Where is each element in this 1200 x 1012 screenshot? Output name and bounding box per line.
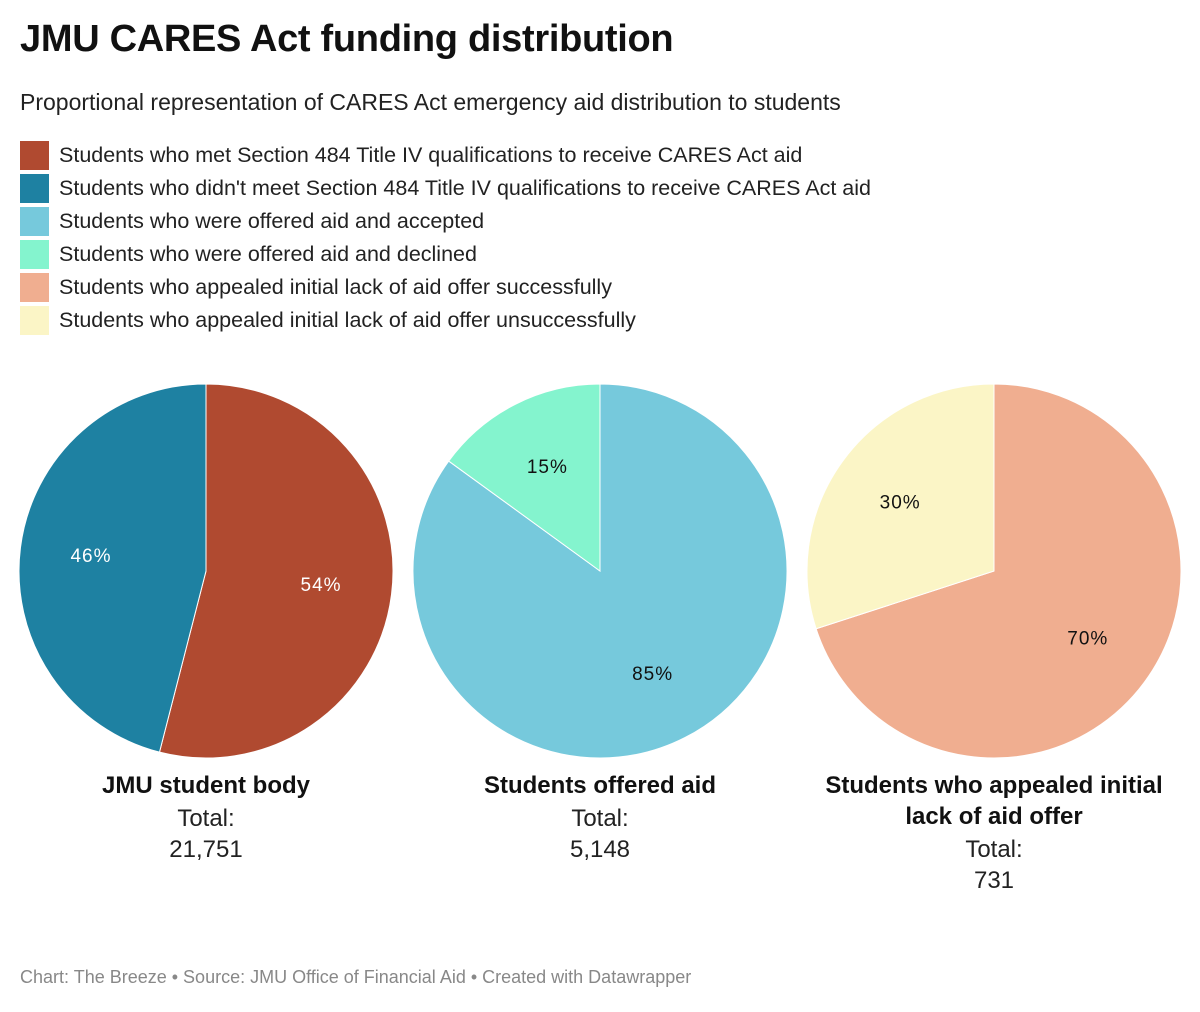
pie-slice <box>158 383 394 759</box>
legend-label: Students who didn't meet Section 484 Tit… <box>59 176 871 200</box>
pie-total-label: Total: <box>965 836 1023 863</box>
pie-title: JMU student body <box>102 772 310 799</box>
legend-item: Students who were offered aid and declin… <box>20 238 871 271</box>
pie-total-label: Total: <box>571 805 629 832</box>
legend-swatch <box>20 207 49 236</box>
chart-footer-credit: Chart: The Breeze • Source: JMU Office o… <box>20 967 692 987</box>
pie-total-value: 5,148 <box>569 836 631 863</box>
pie-slice-label: 46% <box>70 546 111 567</box>
pie-title: Students offered aid <box>483 772 717 799</box>
legend-item: Students who met Section 484 Title IV qu… <box>20 139 871 172</box>
pie-jmu-student-body: 54% 46% <box>18 383 394 759</box>
pie-slice-label: 70% <box>1067 629 1108 650</box>
pie-students-offered-aid: 85% 15% <box>412 383 788 759</box>
chart-subtitle: Proportional representation of CARES Act… <box>20 89 841 115</box>
pie-slice-label: 15% <box>527 457 568 478</box>
legend-swatch <box>20 141 49 170</box>
legend-swatch <box>20 240 49 269</box>
pie-total-value: 731 <box>973 867 1015 894</box>
pie-slice <box>806 383 995 630</box>
legend-item: Students who didn't meet Section 484 Tit… <box>20 172 871 205</box>
pie-title: Students who appealed initial lack of ai… <box>825 772 1163 830</box>
legend-swatch <box>20 174 49 203</box>
legend-swatch <box>20 273 49 302</box>
legend-label: Students who were offered aid and accept… <box>59 209 485 233</box>
legend-item: Students who appealed initial lack of ai… <box>20 304 871 337</box>
legend-label: Students who appealed initial lack of ai… <box>59 308 636 332</box>
legend-label: Students who were offered aid and declin… <box>59 242 477 266</box>
pie-slice <box>815 383 1182 759</box>
chart-title: JMU CARES Act funding distribution <box>20 18 674 60</box>
pie-charts: 54% 46% 85% 15% 70% 30% <box>18 383 1182 759</box>
pie-slice-label: 85% <box>632 664 673 685</box>
pie-slice-label: 30% <box>880 492 921 513</box>
legend-item: Students who appealed initial lack of ai… <box>20 271 871 304</box>
pie-slice-label: 54% <box>301 575 342 596</box>
pie-caption-appealed: Students who appealed initial lack of ai… <box>814 770 1174 896</box>
pie-caption-offered-aid: Students offered aid Total: 5,148 <box>420 770 780 865</box>
pie-students-who-appealed-initial-lack-of-aid-offer: 70% 30% <box>806 383 1182 759</box>
legend: Students who met Section 484 Title IV qu… <box>20 139 871 337</box>
pie-total-value: 21,751 <box>169 836 243 863</box>
pie-slice <box>18 383 207 753</box>
legend-label: Students who met Section 484 Title IV qu… <box>59 143 803 167</box>
pie-total-label: Total: <box>177 805 235 832</box>
legend-swatch <box>20 306 49 335</box>
pie-caption-student-body: JMU student body Total: 21,751 <box>26 770 386 865</box>
legend-label: Students who appealed initial lack of ai… <box>59 275 612 299</box>
pie-slice <box>448 383 601 572</box>
legend-item: Students who were offered aid and accept… <box>20 205 871 238</box>
